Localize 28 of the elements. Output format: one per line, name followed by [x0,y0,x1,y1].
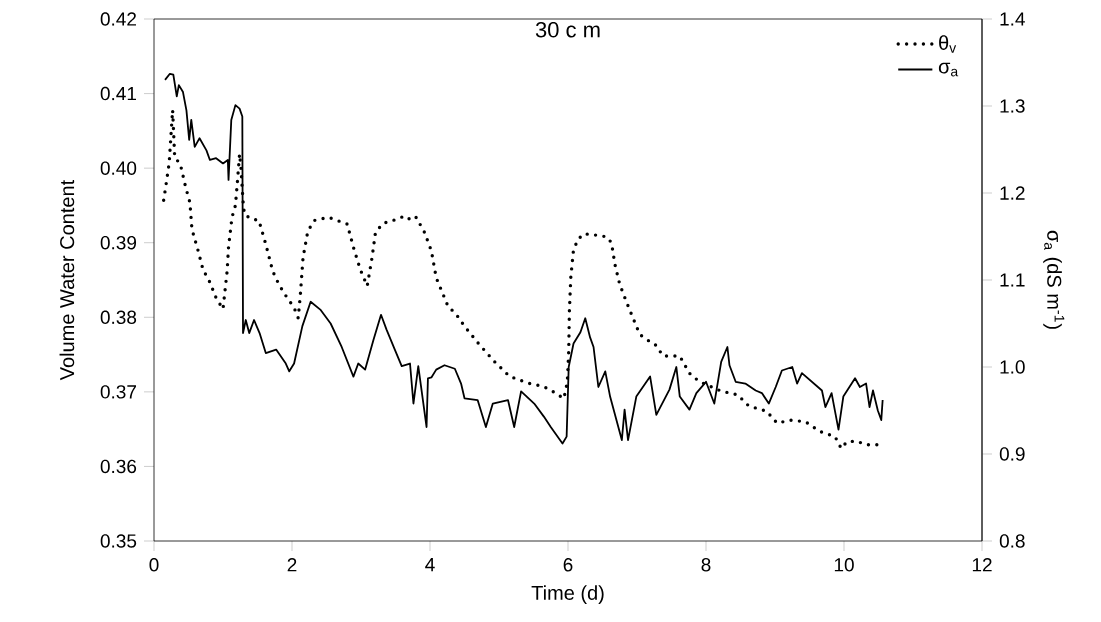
x-tick-label: 12 [972,558,992,572]
y2-tick-label: 0.9 [999,447,1025,461]
y-tick-label: 0.38 [100,310,137,325]
y2-axis-title: σ$_{a}$ (dS m$^{-1}$) [1043,230,1065,329]
y2-tick-label: 0.8 [999,534,1025,548]
y-tick-label: 0.42 [100,12,136,26]
legend-label: σ$_{a}$ [938,62,959,77]
y-tick-label: 0.41 [100,86,136,101]
y-tick-label: 0.35 [100,534,137,548]
y2-tick-label: 1.4 [1000,12,1025,26]
y2-tick-label: 1.1 [1000,273,1025,287]
y2-tick-label: 1.3 [1000,99,1025,113]
x-tick-label: 4 [425,558,435,572]
y-axis-title: Volume Water Content [59,179,75,381]
y-tick-label: 0.40 [100,161,137,175]
x-tick-label: 8 [701,558,711,572]
y-tick-label: 0.36 [100,459,137,474]
legend-label: θ$_{v}$ [939,35,957,53]
y2-tick-label: 1.2 [1000,186,1025,200]
x-tick-label: 10 [834,558,854,572]
chart-title: 30 c m [535,21,600,38]
x-tick-label: 0 [149,558,159,572]
y2-tick-label: 1.0 [1000,360,1025,374]
x-tick-label: 2 [287,558,297,572]
x-axis-title: Time (d) [531,585,604,604]
y-tick-label: 0.39 [100,235,137,250]
y-tick-label: 0.37 [100,385,136,399]
x-tick-label: 6 [563,558,573,572]
